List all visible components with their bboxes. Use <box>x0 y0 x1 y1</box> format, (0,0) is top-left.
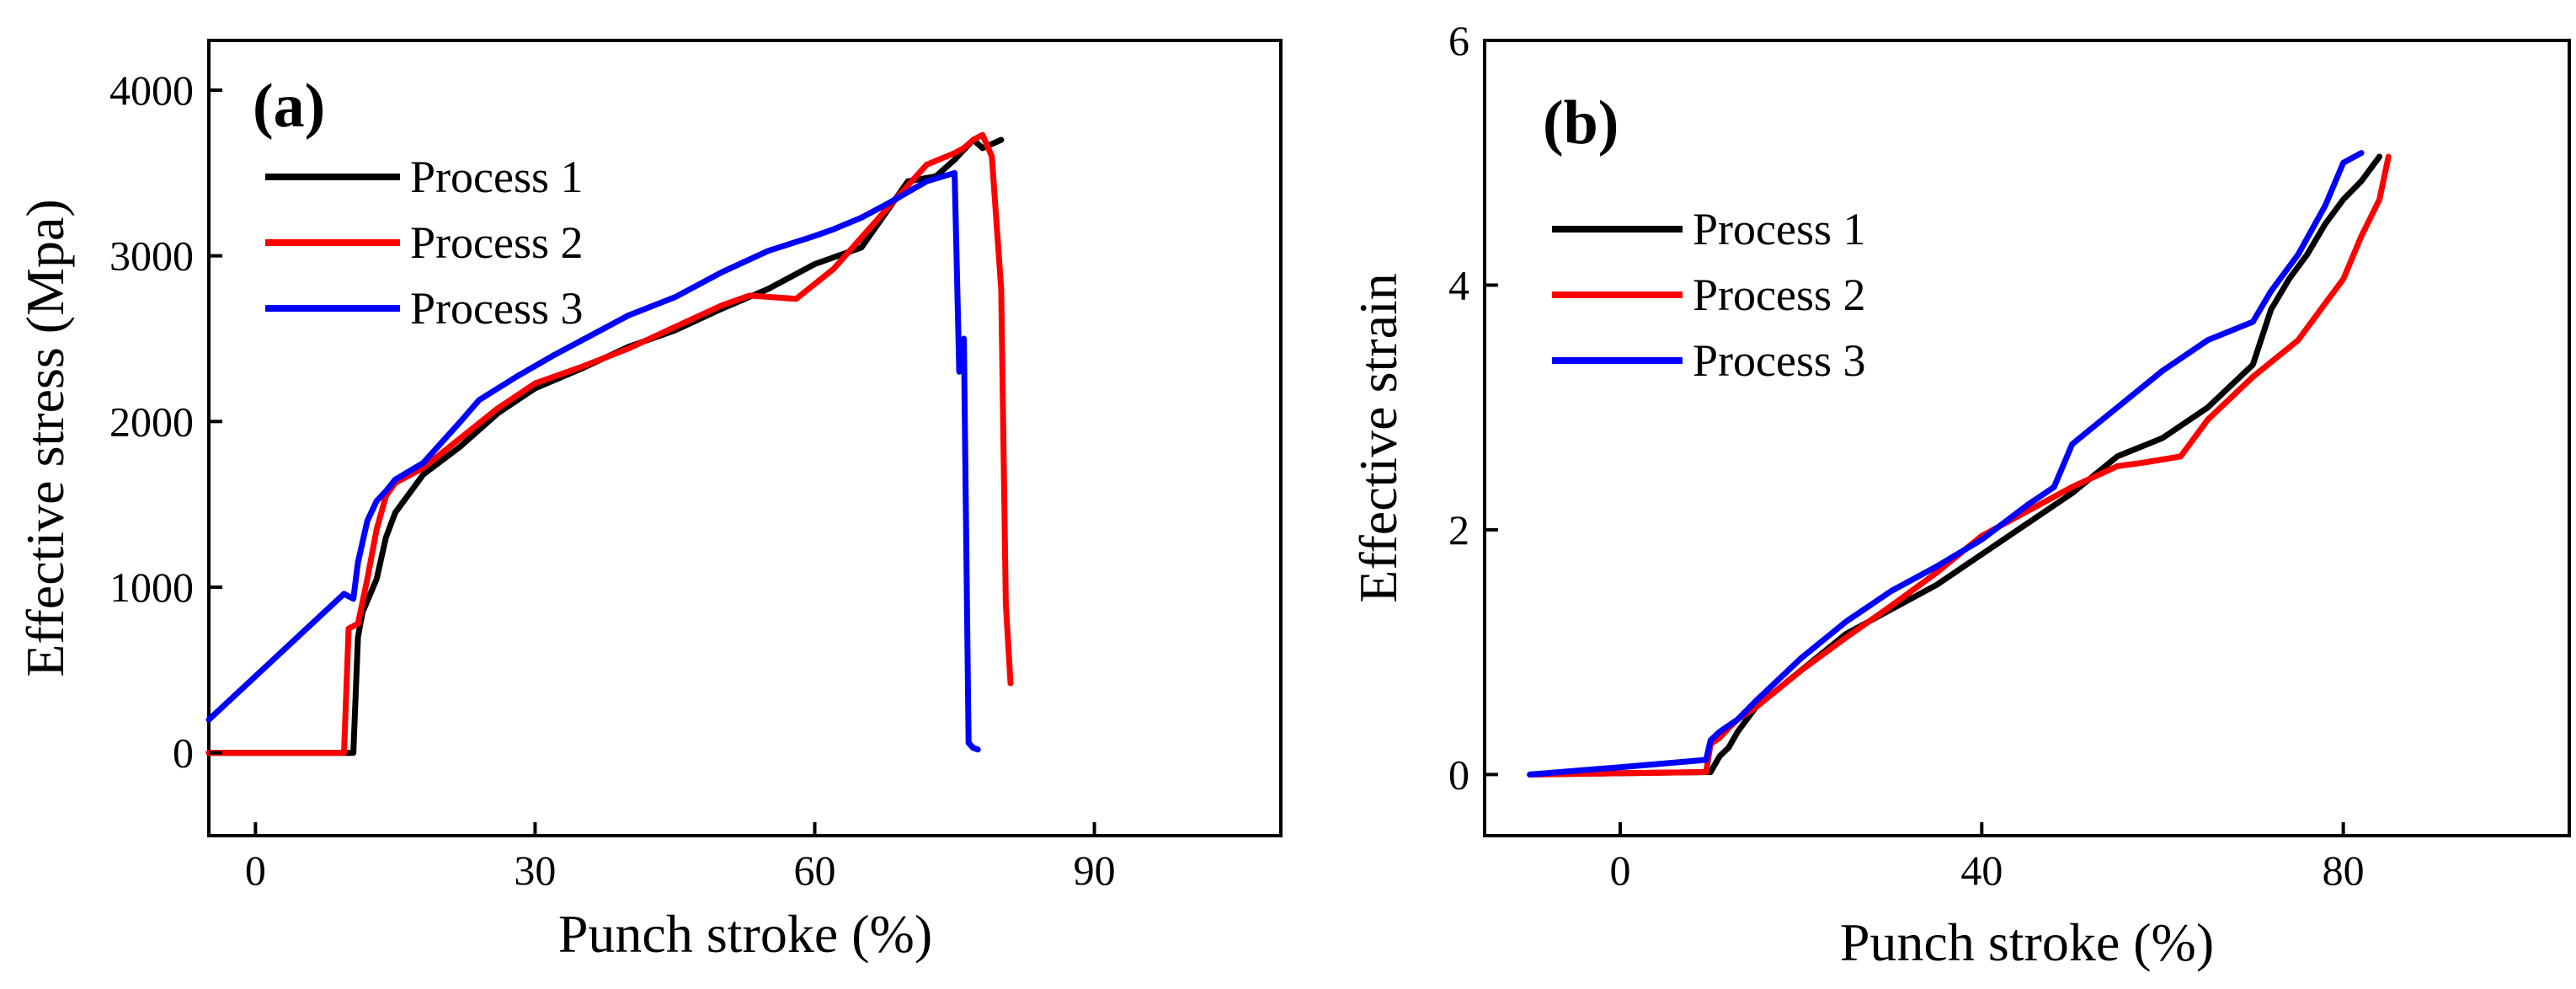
x-tick-label-a-1: 30 <box>514 847 556 894</box>
x-tick-label-a-3: 90 <box>1074 847 1116 894</box>
y-axis-label-a: Effective stress (Mpa) <box>15 199 75 677</box>
legend-label-a-1: Process 1 <box>410 152 583 202</box>
legend-label-b-2: Process 2 <box>1693 270 1865 320</box>
axes-group-a: 0 30 60 90 0 1000 2000 3000 4000 <box>109 67 1116 894</box>
legend-b: Process 1 Process 2 Process 3 <box>1552 204 1865 386</box>
series-line-a-1 <box>205 136 1005 756</box>
x-tick-label-b-0: 0 <box>1610 847 1631 894</box>
y-tick-label-b-1: 2 <box>1448 506 1469 553</box>
y-axis-label-b: Effective strain <box>1348 273 1408 603</box>
legend-label-a-2: Process 2 <box>410 217 583 268</box>
panel-label-b: (b) <box>1543 88 1619 158</box>
y-tick-label-a-2: 2000 <box>109 398 194 445</box>
y-tick-label-a-4: 4000 <box>109 67 194 114</box>
series-line-a-2 <box>205 131 1014 756</box>
panel-label-a: (a) <box>253 72 325 141</box>
x-tick-label-a-0: 0 <box>245 847 266 894</box>
series-line-b-2 <box>1527 153 2392 778</box>
plot-frame-b <box>1483 39 2571 837</box>
y-tick-label-a-1: 1000 <box>109 564 194 611</box>
legend-label-b-3: Process 3 <box>1693 335 1865 386</box>
y-tick-label-a-3: 3000 <box>109 233 194 280</box>
y-tick-label-b-2: 4 <box>1448 261 1469 308</box>
series-line-b-1 <box>1527 153 2383 778</box>
series-line-b-3 <box>1527 150 2365 778</box>
series-group-b <box>1527 150 2392 778</box>
y-tick-label-b-3: 6 <box>1448 17 1469 64</box>
x-tick-label-b-2: 80 <box>2323 847 2365 894</box>
x-axis-label-b: Punch stroke (%) <box>1840 912 2214 972</box>
y-tick-label-b-0: 0 <box>1448 751 1469 798</box>
axes-group-b: 0 40 80 0 2 4 6 <box>1448 17 2365 894</box>
y-tick-label-a-0: 0 <box>173 730 194 777</box>
legend-label-b-1: Process 1 <box>1693 204 1865 254</box>
x-tick-label-b-1: 40 <box>1960 847 2003 894</box>
series-line-a-3 <box>205 169 981 753</box>
series-group-a <box>205 131 1014 756</box>
x-axis-label-a: Punch stroke (%) <box>558 904 932 964</box>
plot-frame-a <box>207 39 1283 837</box>
legend-a: Process 1 Process 2 Process 3 <box>265 152 583 334</box>
legend-label-a-3: Process 3 <box>410 283 583 334</box>
x-tick-label-a-2: 60 <box>794 847 836 894</box>
